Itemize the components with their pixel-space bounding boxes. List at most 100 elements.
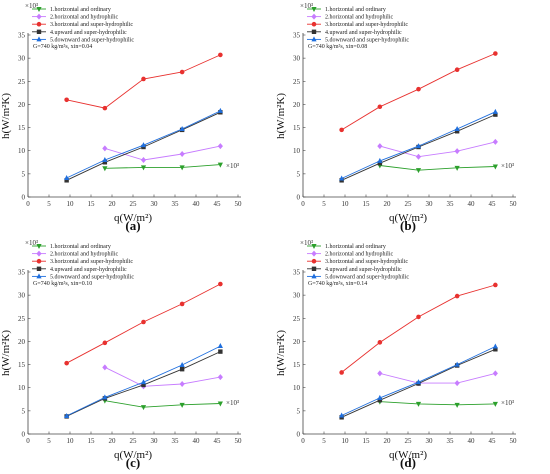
- legend-marker: [311, 21, 317, 27]
- x-tick-label: 10: [342, 200, 350, 208]
- y-tick-label: 30: [18, 55, 26, 63]
- x-tick-label: 45: [214, 437, 222, 445]
- data-point: [217, 162, 223, 168]
- data-point: [492, 370, 498, 377]
- x-tick-label: 15: [88, 200, 96, 208]
- data-point: [102, 340, 108, 346]
- legend-marker: [311, 244, 317, 249]
- x-tick-label: 35: [172, 200, 180, 208]
- legend-label: 2.horizontal and hydrophilic: [50, 15, 118, 21]
- x-tick-label: 10: [67, 200, 75, 208]
- legend-label: 3.horizontal and super-hydrophilic: [50, 22, 133, 28]
- data-point: [377, 370, 383, 377]
- x-tick-label: 5: [322, 200, 326, 208]
- data-point: [141, 319, 146, 325]
- data-point: [492, 108, 498, 114]
- data-point: [179, 402, 185, 408]
- x-tick-label: 5: [47, 437, 51, 445]
- y-exponent-label: ×10³: [25, 2, 38, 10]
- x-tick-label: 40: [468, 437, 476, 445]
- data-point: [415, 153, 422, 160]
- legend-label: 5.downward and super-hydrophilic: [50, 37, 134, 43]
- data-point: [493, 347, 498, 352]
- y-tick-label: 0: [22, 194, 26, 202]
- x-tick-label: 50: [510, 437, 518, 445]
- data-point: [217, 107, 223, 113]
- data-point: [493, 51, 498, 56]
- legend-label: 3.horizontal and super-hydrophilic: [50, 259, 133, 265]
- x-tick-label: 35: [447, 200, 455, 208]
- y-tick-label: 5: [297, 170, 301, 178]
- data-point: [339, 370, 344, 375]
- x-tick-label: 40: [193, 200, 201, 208]
- series-2: [102, 143, 223, 163]
- data-point: [339, 127, 344, 133]
- data-point: [493, 112, 498, 117]
- legend-label: 1.horizontal and ordinary: [325, 244, 386, 250]
- data-point: [217, 143, 223, 150]
- x-tick-label: 45: [214, 200, 222, 208]
- y-tick-label: 35: [293, 269, 301, 277]
- legend-label: 5.downward and super-hydrophilic: [325, 274, 409, 280]
- x-tick-label: 25: [130, 200, 138, 208]
- series-2: [377, 370, 498, 387]
- data-point: [64, 178, 69, 183]
- y-tick-label: 15: [18, 124, 26, 132]
- series-line: [104, 164, 221, 169]
- legend-label: 2.horizontal and hydrophilic: [50, 252, 118, 258]
- series-5: [339, 108, 498, 181]
- y-tick-label: 20: [293, 338, 301, 346]
- data-point: [217, 401, 223, 407]
- data-point: [339, 412, 345, 418]
- data-point: [179, 125, 185, 131]
- x-tick-label: 30: [426, 200, 434, 208]
- panel-label: (c): [126, 455, 140, 470]
- data-point: [64, 360, 69, 366]
- chart-panel-d: 0 5 10 15 20 25 30 35 40 45 50 0 5 10 15 20 25 30 35 ×10³ ×1…: [275, 239, 517, 470]
- x-tick-label: 50: [235, 437, 243, 445]
- x-tick-label: 20: [109, 200, 117, 208]
- legend-label: 4.upward and super-hydrophilic: [50, 30, 127, 36]
- series-5: [339, 343, 498, 418]
- legend: 1.horizontal and ordinary 2.horizontal an…: [32, 7, 134, 43]
- legend-marker: [36, 244, 42, 249]
- series-3: [339, 51, 498, 133]
- legend-label: 1.horizontal and ordinary: [50, 7, 111, 13]
- data-point: [102, 166, 108, 172]
- x-tick-label: 40: [468, 200, 476, 208]
- series-line: [379, 401, 496, 406]
- y-tick-label: 5: [297, 407, 301, 415]
- data-point: [377, 143, 383, 150]
- data-point: [416, 314, 421, 320]
- x-tick-label: 5: [47, 200, 51, 208]
- data-point: [102, 105, 108, 111]
- legend-marker: [311, 13, 317, 20]
- legend-label: 4.upward and super-hydrophilic: [50, 267, 127, 273]
- legend-marker: [36, 21, 42, 27]
- legend-marker: [311, 273, 317, 279]
- data-point: [415, 401, 422, 407]
- x-tick-label: 0: [301, 200, 305, 208]
- data-point: [102, 145, 108, 152]
- data-point: [493, 282, 498, 288]
- panel-label: (b): [400, 218, 416, 233]
- legend-label: 2.horizontal and hydrophilic: [325, 15, 393, 21]
- legend-label: 4.upward and super-hydrophilic: [325, 267, 402, 273]
- data-point: [415, 379, 422, 385]
- legend-label: 3.horizontal and super-hydrophilic: [325, 259, 408, 265]
- chart-panel-a: 0 5 10 15 20 25 30 35 40 45 50 0 5 10 15 20 25 30 35 ×10³ ×1…: [0, 2, 242, 233]
- y-tick-label: 0: [297, 194, 301, 202]
- y-tick-label: 10: [293, 147, 301, 155]
- x-tick-label: 15: [88, 437, 96, 445]
- series-1: [377, 163, 498, 174]
- x-tick-label: 30: [426, 437, 434, 445]
- data-point: [140, 156, 147, 163]
- condition-annotation: G=740 kg/m²s, xin=0.08: [308, 44, 367, 50]
- x-tick-label: 0: [26, 437, 30, 445]
- x-tick-label: 35: [447, 437, 455, 445]
- y-tick-label: 25: [18, 78, 26, 86]
- legend-marker: [36, 29, 42, 34]
- x-tick-label: 10: [67, 437, 75, 445]
- data-point: [102, 160, 108, 165]
